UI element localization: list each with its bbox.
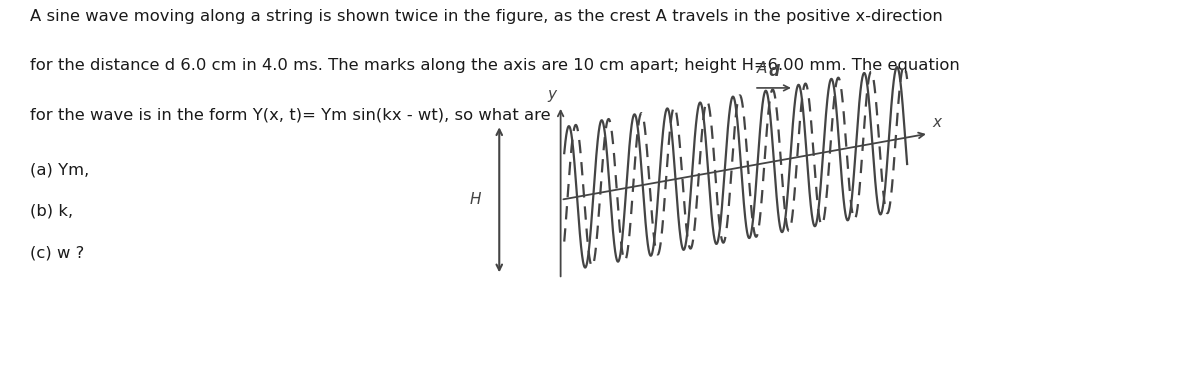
Text: H: H: [469, 192, 481, 207]
Text: (c) w ?: (c) w ?: [30, 245, 84, 260]
Text: (a) Ym,: (a) Ym,: [30, 162, 89, 177]
Text: y: y: [547, 87, 557, 103]
Text: (b) k,: (b) k,: [30, 204, 73, 219]
Text: A: A: [757, 61, 767, 76]
Text: for the distance d 6.0 cm in 4.0 ms. The marks along the axis are 10 cm apart; h: for the distance d 6.0 cm in 4.0 ms. The…: [30, 58, 960, 74]
Text: d: d: [768, 64, 779, 79]
Text: for the wave is in the form Y(x, t)= Ym sin(kx - wt), so what are: for the wave is in the form Y(x, t)= Ym …: [30, 107, 551, 123]
Text: x: x: [932, 115, 941, 130]
Text: A sine wave moving along a string is shown twice in the figure, as the crest A t: A sine wave moving along a string is sho…: [30, 9, 943, 25]
